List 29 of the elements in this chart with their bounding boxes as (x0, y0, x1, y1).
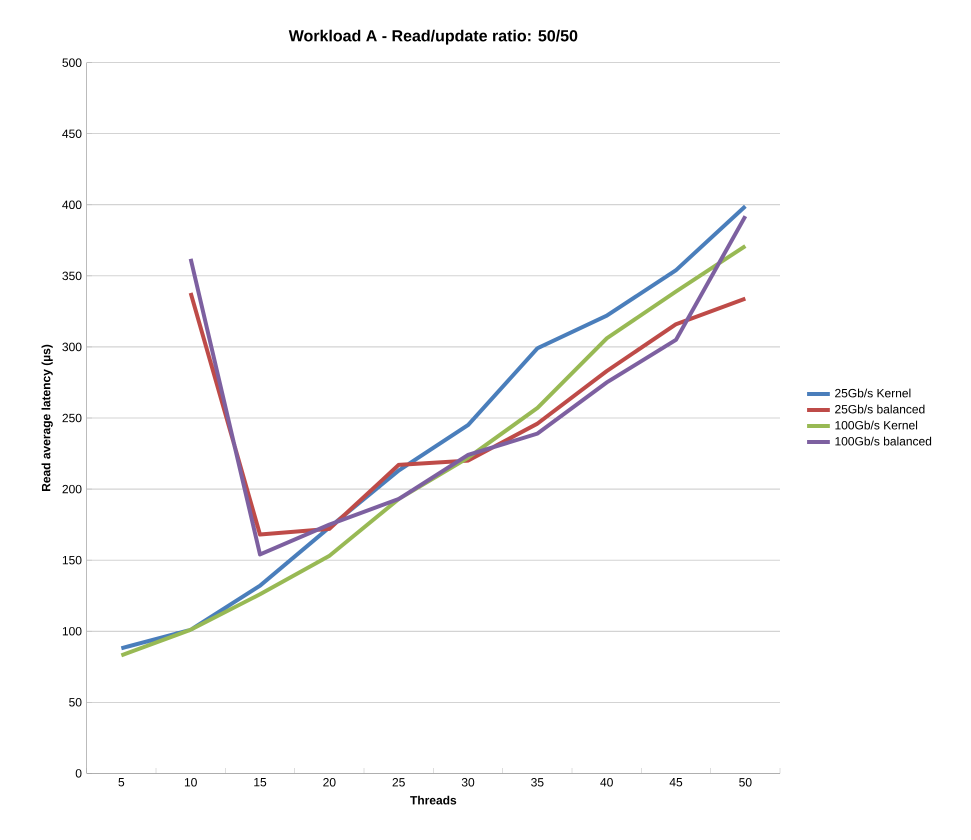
y-tick-label: 50 (69, 698, 82, 707)
y-tick-label: 100 (62, 626, 82, 636)
x-tick-label: 40 (600, 778, 613, 787)
x-tick-label: 20 (323, 778, 336, 787)
legend-label: 25Gb/s Kernel (835, 388, 910, 398)
y-tick-label: 450 (62, 129, 82, 138)
y-axis-title: Read average latency (µs) (42, 344, 53, 492)
x-tick-label: 50 (739, 778, 752, 787)
legend-label: 100Gb/s Kernel (835, 420, 918, 430)
y-tick-label: 0 (76, 769, 82, 778)
y-tick-label: 200 (62, 484, 82, 494)
line-series (188, 214, 748, 556)
x-tick-label: 10 (184, 778, 197, 787)
x-tick-label: 15 (254, 778, 266, 786)
y-tick-label: 350 (62, 272, 82, 280)
y-tick-label: 150 (62, 556, 82, 564)
y-tick-label: 300 (62, 342, 82, 352)
y-tick-label: 500 (62, 58, 82, 67)
x-tick-label: 45 (670, 778, 682, 786)
x-tick-label: 25 (392, 778, 405, 787)
chart-title: Workload A - Read/update ratio: 50/50 (288, 30, 578, 45)
y-tick-label: 400 (62, 200, 82, 210)
x-tick-label: 5 (118, 778, 124, 786)
x-tick-label: 35 (531, 778, 544, 787)
legend-label: 100Gb/s balanced (835, 436, 932, 446)
legend-label: 25Gb/s balanced (835, 404, 924, 414)
x-tick-label: 30 (462, 778, 474, 787)
x-axis-title: Threads (410, 796, 456, 805)
y-tick-label: 250 (62, 414, 82, 422)
